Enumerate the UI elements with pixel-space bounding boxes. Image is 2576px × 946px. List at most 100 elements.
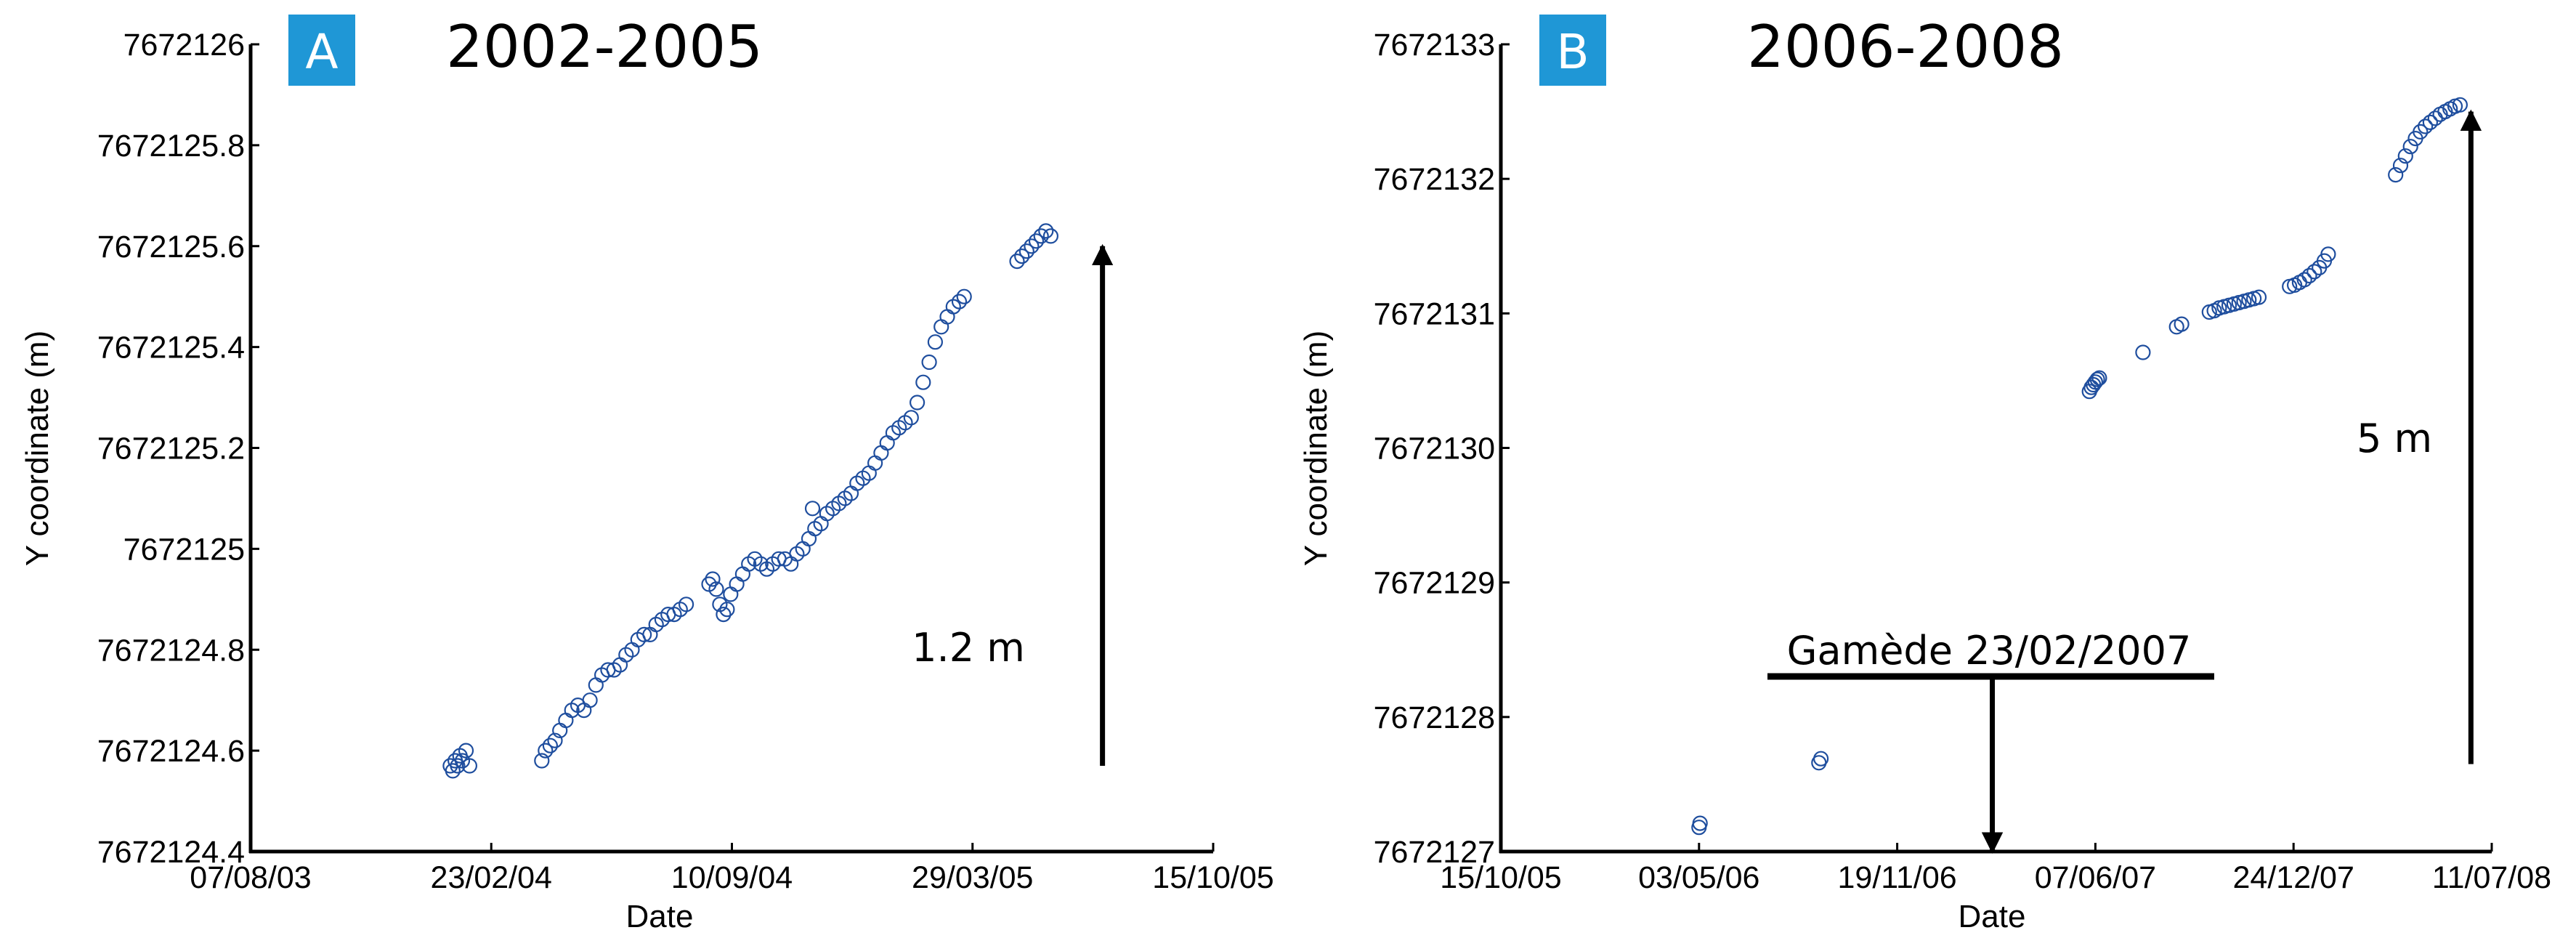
data-point [1028, 233, 1045, 249]
panel-b-y-ticks: 7672127 7672128 7672129 7672130 7672131 76721… [1374, 28, 1510, 870]
data-point [542, 737, 559, 753]
panel-b-y-axis-title: Y coordinate (m) [1298, 331, 1334, 566]
data-point [1692, 815, 1708, 831]
data-point [951, 294, 968, 310]
data-point [2296, 272, 2312, 288]
x-tick-label: 15/10/05 [1152, 860, 1273, 895]
data-point [867, 455, 883, 471]
data-point [1038, 223, 1054, 239]
data-point [547, 732, 563, 748]
x-tick-label: 15/10/05 [1440, 860, 1561, 895]
y-tick-label: 7672124.8 [97, 633, 245, 668]
panel-a-y-axis-title: Y coordinate (m) [20, 331, 55, 566]
data-point [837, 490, 853, 506]
panel-b-points [1691, 97, 2468, 836]
panel-b-badge [1539, 15, 1606, 86]
data-point [879, 434, 895, 451]
data-point [719, 602, 735, 618]
panel-a-badge [288, 15, 355, 86]
data-point [2397, 148, 2413, 164]
data-point [2091, 370, 2107, 386]
y-tick-label: 7672125.4 [97, 331, 245, 365]
data-point [2089, 371, 2105, 387]
data-point [636, 626, 652, 643]
data-point [2174, 316, 2190, 332]
y-tick-label: 7672133 [1374, 28, 1495, 62]
x-tick-label: 29/03/05 [912, 860, 1033, 895]
data-point [831, 496, 847, 512]
data-point [897, 415, 913, 431]
data-point [716, 606, 732, 623]
data-point [2418, 118, 2434, 134]
x-tick-label: 03/05/06 [1638, 860, 1759, 895]
data-point [885, 425, 902, 441]
y-tick-label: 7672124.4 [97, 835, 245, 870]
y-tick-label: 7672125.8 [97, 129, 245, 163]
panel-b-x-ticks: 15/10/05 03/05/06 19/11/06 07/06/07 24/12/07… [1440, 843, 2551, 895]
data-point [921, 354, 937, 371]
data-point [461, 758, 478, 774]
data-point [956, 288, 972, 304]
data-point [2087, 374, 2103, 390]
panel-a-x-ticks: 07/08/03 23/02/04 10/09/04 29/03/05 15/10/05 [190, 843, 1274, 895]
data-point [1024, 238, 1040, 254]
data-point [801, 530, 817, 547]
data-point [588, 677, 604, 693]
data-point [891, 420, 907, 436]
data-point [939, 309, 955, 325]
data-point [903, 410, 919, 426]
y-tick-label: 7672126 [123, 28, 245, 62]
data-point [458, 743, 474, 759]
data-point [734, 566, 751, 582]
y-tick-label: 7672124.6 [97, 734, 245, 769]
data-point [729, 576, 745, 592]
data-point [758, 561, 775, 577]
y-tick-label: 7672129 [1374, 566, 1495, 601]
panel-a-displacement-label: 1.2 m [912, 625, 1025, 671]
data-point [927, 334, 944, 350]
data-point [804, 501, 821, 517]
data-point [2422, 114, 2438, 130]
y-tick-label: 7672125 [123, 532, 245, 567]
data-point [666, 606, 682, 623]
x-tick-label: 07/06/07 [2035, 860, 2156, 895]
data-point [582, 692, 598, 708]
data-point [1033, 228, 1049, 244]
data-point [534, 753, 550, 769]
data-point [2306, 264, 2322, 280]
y-tick-label: 7672125.6 [97, 230, 245, 264]
data-point [618, 647, 634, 663]
y-tick-label: 7672128 [1374, 700, 1495, 735]
data-point [813, 516, 829, 532]
data-point [807, 520, 823, 537]
y-tick-label: 7672132 [1374, 162, 1495, 197]
data-point [795, 541, 811, 557]
y-tick-label: 7672131 [1374, 296, 1495, 331]
data-point [2320, 246, 2336, 262]
panel-b-title: 2006-2008 [1747, 13, 2064, 81]
data-point [445, 763, 461, 779]
panel-a-x-axis-title: Date [626, 899, 694, 934]
data-point [945, 299, 961, 315]
data-point [1813, 751, 1829, 767]
data-point [678, 597, 694, 613]
data-point [825, 501, 841, 517]
data-point [819, 506, 835, 522]
data-point [1042, 228, 1059, 244]
data-point [642, 626, 658, 643]
data-point [1009, 254, 1025, 270]
y-tick-label: 7672127 [1374, 835, 1495, 870]
x-tick-label: 23/02/04 [431, 860, 552, 895]
x-tick-label: 19/11/06 [1837, 860, 1956, 895]
data-point [558, 712, 574, 729]
data-point [747, 551, 763, 567]
data-point [789, 546, 805, 562]
panel-a-chart: A 2002-2005 7672124.47672124.67672124.87… [20, 13, 1274, 934]
panel-a-label: A [305, 24, 338, 80]
data-point [933, 319, 949, 335]
data-point [909, 395, 926, 411]
data-point [2413, 124, 2429, 140]
data-point [723, 586, 739, 602]
data-point [861, 465, 877, 481]
